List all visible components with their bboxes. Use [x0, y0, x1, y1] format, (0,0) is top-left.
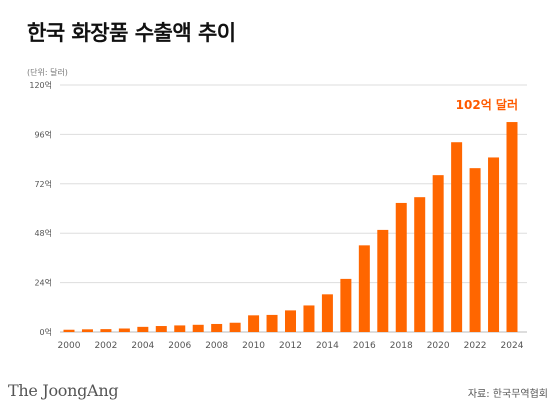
y-tick-label: 0억 — [40, 327, 52, 337]
bar — [285, 310, 296, 332]
x-tick-label: 2006 — [168, 341, 191, 351]
x-tick-label: 2014 — [316, 341, 339, 351]
x-tick-label: 2002 — [94, 341, 117, 351]
bar — [266, 314, 278, 332]
x-tick-label: 2024 — [501, 341, 524, 351]
x-tick-label: 2020 — [427, 341, 450, 351]
bar — [211, 323, 223, 332]
y-tick-label: 96억 — [34, 129, 52, 139]
bar — [174, 325, 186, 332]
bar — [506, 122, 518, 332]
bar — [340, 278, 352, 332]
chart-title: 한국 화장품 수출액 추이 — [27, 21, 236, 45]
y-tick-label: 48억 — [34, 228, 52, 238]
bar — [469, 168, 481, 332]
x-tick-label: 2022 — [464, 341, 487, 351]
x-tick-label: 2018 — [390, 341, 413, 351]
bar — [192, 324, 204, 332]
x-tick-label: 2010 — [242, 341, 265, 351]
x-tick-label: 2016 — [353, 341, 376, 351]
bar — [488, 157, 500, 332]
bar — [229, 322, 241, 332]
bar — [100, 329, 112, 332]
y-tick-label: 72억 — [34, 179, 52, 189]
brand-logo: The JoongAng — [8, 381, 119, 400]
bar — [432, 175, 444, 332]
x-tick-label: 2004 — [131, 341, 154, 351]
bar — [248, 315, 260, 332]
footer-divider — [0, 368, 559, 369]
bar — [358, 245, 370, 332]
bar — [451, 142, 463, 332]
y-tick-label: 24억 — [34, 278, 52, 288]
x-tick-label: 2000 — [58, 341, 81, 351]
y-tick-label: 120억 — [29, 80, 52, 90]
bar — [377, 229, 389, 332]
source-label: 자료: 한국무역협회 — [467, 389, 548, 400]
x-tick-label: 2012 — [279, 341, 302, 351]
bar — [155, 326, 167, 332]
x-tick-label: 2008 — [205, 341, 228, 351]
bar — [414, 197, 426, 332]
bar — [137, 326, 149, 332]
unit-label: (단위: 달러) — [27, 68, 68, 77]
data-label: 102억 달러 — [456, 97, 518, 112]
bar — [303, 305, 315, 332]
bar — [395, 202, 407, 332]
bar — [118, 328, 130, 332]
bar — [63, 329, 75, 332]
bar-chart: 0억 24억 48억 72억 96억 120억 2000 2002 2004 2006 2008 20… — [29, 80, 527, 351]
bar — [321, 294, 333, 332]
bar — [81, 329, 93, 332]
